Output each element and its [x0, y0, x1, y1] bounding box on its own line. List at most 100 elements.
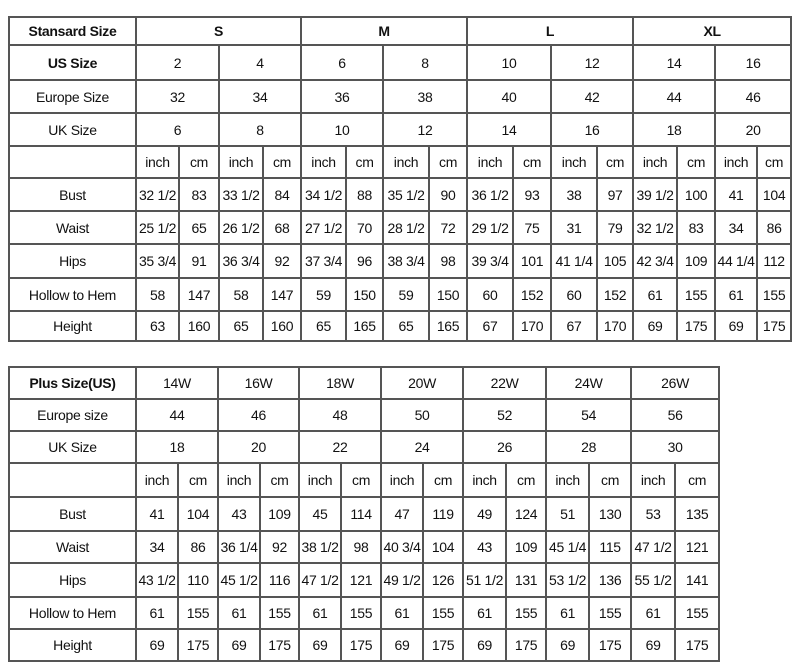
measurement-value: 150 — [428, 277, 469, 312]
measurement-value: 25 1/2 — [135, 210, 180, 245]
uk-size: 12 — [382, 112, 469, 147]
measurement-label: Bust — [8, 496, 137, 532]
measurement-value: 65 — [382, 310, 431, 342]
measurement-value: 126 — [422, 562, 465, 598]
us-size-row: US Size 2 4 6 8 10 12 14 16 — [8, 44, 793, 81]
measurement-value: 32 1/2 — [135, 177, 180, 212]
measurement-value: 170 — [596, 310, 635, 342]
measurement-value: 98 — [428, 243, 469, 279]
measurement-value: 155 — [676, 277, 717, 312]
unit-cm: cm — [512, 145, 553, 179]
unit-inch: inch — [714, 145, 759, 179]
measurement-value: 69 — [714, 310, 759, 342]
measurement-value: 136 — [588, 562, 633, 598]
measurement-value: 175 — [676, 310, 717, 342]
measurement-value: 155 — [505, 596, 548, 630]
measurement-value: 121 — [674, 530, 721, 564]
measurement-value: 109 — [676, 243, 717, 279]
unit-inch: inch — [380, 462, 425, 498]
measurement-value: 175 — [340, 628, 383, 662]
measurement-value: 38 3/4 — [382, 243, 431, 279]
unit-cm: cm — [345, 145, 385, 179]
europe-size: 48 — [298, 398, 383, 432]
europe-size: 54 — [545, 398, 633, 432]
measurement-value: 155 — [176, 596, 220, 630]
measurement-value: 38 — [550, 177, 599, 212]
measurement-label: Hollow to Hem — [8, 277, 137, 312]
us-size: 10 — [466, 44, 553, 81]
measurement-value: 155 — [259, 596, 301, 630]
measurement-label: Waist — [8, 530, 137, 564]
measurement-value: 98 — [340, 530, 383, 564]
uk-size: 18 — [632, 112, 717, 147]
measurement-value: 130 — [588, 496, 633, 532]
measurement-value: 68 — [261, 210, 303, 245]
unit-cm: cm — [261, 145, 303, 179]
measurement-value: 28 1/2 — [382, 210, 431, 245]
unit-inch: inch — [300, 145, 348, 179]
measurement-value: 175 — [259, 628, 301, 662]
uk-size-label: UK Size — [8, 430, 137, 464]
us-size: 14 — [632, 44, 717, 81]
unit-inch: inch — [382, 145, 431, 179]
measurement-value: 170 — [512, 310, 553, 342]
measurement-value: 33 1/2 — [218, 177, 264, 212]
measurement-value: 36 1/4 — [217, 530, 262, 564]
unit-cm: cm — [674, 462, 721, 498]
measurement-value: 104 — [176, 496, 220, 532]
measurement-value: 69 — [545, 628, 591, 662]
measurement-value: 59 — [300, 277, 348, 312]
measurement-value: 72 — [428, 210, 469, 245]
measurement-value: 60 — [466, 277, 515, 312]
measurement-row-bust: Bust 41 104 43 109 45 114 47 119 49 124 51 130 53 135 — [8, 496, 721, 532]
uk-size: 28 — [545, 430, 633, 464]
us-size: 26W — [630, 366, 721, 400]
measurement-value: 69 — [217, 628, 262, 662]
unit-cm: cm — [596, 145, 635, 179]
measurement-label: Height — [8, 628, 137, 662]
uk-size: 16 — [550, 112, 635, 147]
measurement-value: 175 — [176, 628, 220, 662]
measurement-value: 109 — [259, 496, 301, 532]
measurement-value: 67 — [466, 310, 515, 342]
europe-size: 44 — [134, 398, 220, 432]
measurement-value: 155 — [588, 596, 633, 630]
measurement-value: 41 — [135, 496, 179, 532]
measurement-value: 69 — [632, 310, 679, 342]
us-size: 2 — [135, 44, 220, 81]
unit-blank — [8, 145, 137, 179]
unit-inch: inch — [632, 145, 679, 179]
measurement-value: 26 1/2 — [218, 210, 264, 245]
unit-inch: inch — [545, 462, 591, 498]
measurement-value: 43 1/2 — [135, 562, 179, 598]
measurement-row-hollow-to-hem: Hollow to Hem 61 155 61 155 61 155 61 155 61 155 61… — [8, 596, 721, 630]
unit-cm: cm — [340, 462, 383, 498]
measurement-value: 31 — [550, 210, 599, 245]
europe-size-label: Europe size — [8, 398, 137, 432]
measurement-label: Height — [8, 310, 137, 342]
europe-size: 34 — [217, 79, 303, 114]
measurement-label: Bust — [8, 177, 137, 212]
measurement-value: 58 — [135, 277, 180, 312]
unit-row: inch cm inch cm inch cm inch cm inch cm inch cm inch… — [8, 145, 793, 179]
measurement-value: 112 — [756, 243, 793, 279]
measurement-value: 41 — [714, 177, 759, 212]
europe-size: 46 — [217, 398, 301, 432]
measurement-value: 38 1/2 — [298, 530, 343, 564]
measurement-value: 124 — [505, 496, 548, 532]
measurement-value: 175 — [756, 310, 793, 342]
measurement-value: 29 1/2 — [466, 210, 515, 245]
measurement-value: 27 1/2 — [300, 210, 348, 245]
unit-cm: cm — [505, 462, 548, 498]
measurement-value: 155 — [422, 596, 465, 630]
unit-cm: cm — [422, 462, 465, 498]
measurement-row-hips: Hips 43 1/2 110 45 1/2 116 47 1/2 121 49 1/2 126… — [8, 562, 721, 598]
measurement-value: 175 — [505, 628, 548, 662]
unit-inch: inch — [135, 462, 179, 498]
measurement-value: 104 — [756, 177, 793, 212]
measurement-value: 34 — [135, 530, 179, 564]
size-group-xl: XL — [632, 16, 793, 46]
europe-size: 42 — [550, 79, 635, 114]
measurement-value: 101 — [512, 243, 553, 279]
measurement-value: 135 — [674, 496, 721, 532]
